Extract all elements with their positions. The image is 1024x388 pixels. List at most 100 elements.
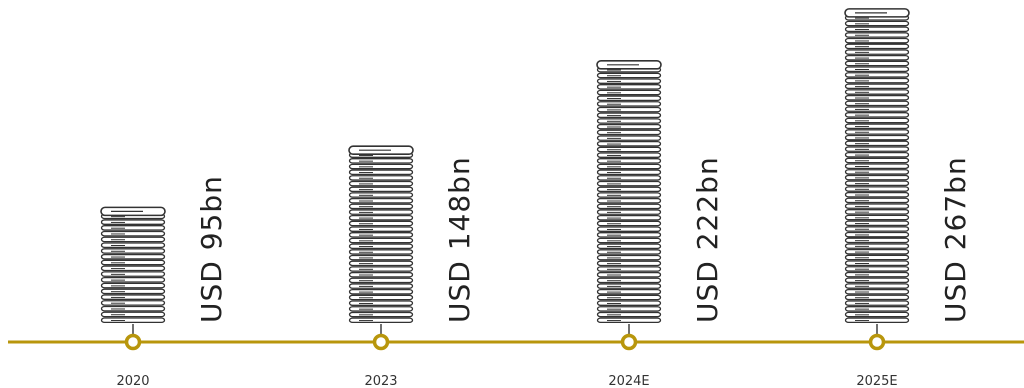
server-slot — [596, 288, 662, 295]
timeline-dot-icon — [620, 333, 638, 351]
server-slot — [596, 192, 662, 198]
server-slot — [100, 230, 166, 237]
server-slot — [844, 157, 910, 164]
server-slot — [596, 140, 662, 147]
data-label: USD 148bn — [443, 156, 476, 323]
server-slot — [596, 266, 662, 272]
server-slot — [844, 266, 910, 272]
server-slot — [844, 260, 910, 266]
server-slot — [100, 305, 166, 312]
server-slot — [348, 254, 414, 261]
server-slot — [596, 243, 662, 250]
server-slot — [596, 311, 662, 318]
server-slot — [348, 294, 414, 301]
server-slot — [100, 276, 166, 283]
server-slot — [844, 37, 910, 44]
server-slot — [844, 180, 910, 187]
server-slot — [844, 311, 910, 318]
server-slot — [844, 300, 910, 306]
server-slot — [348, 163, 414, 170]
server-slot — [100, 300, 166, 306]
server-slot — [844, 54, 910, 61]
server-slot — [596, 135, 662, 141]
server-slot — [596, 214, 662, 221]
server-slot — [596, 175, 662, 181]
server-slot — [844, 254, 910, 261]
tick-label: 2024E — [608, 374, 649, 388]
server-slot — [348, 260, 414, 267]
server-slot — [844, 306, 910, 312]
server-slot — [844, 231, 910, 238]
timeline-dot-icon — [868, 333, 886, 351]
server-slot — [348, 288, 414, 295]
server-slot — [844, 146, 910, 152]
server-slot — [844, 226, 910, 232]
server-slot — [844, 197, 910, 204]
server-slot — [844, 117, 910, 124]
server-slot — [348, 169, 414, 176]
timeline-dot-icon — [372, 333, 390, 351]
server-slot — [844, 283, 910, 289]
server-slot — [844, 169, 910, 175]
server-slot — [596, 237, 662, 244]
server-slot — [100, 265, 166, 272]
server-slot — [100, 236, 166, 243]
server-slot — [348, 311, 414, 318]
bar-2024E — [596, 60, 662, 351]
server-slot — [348, 277, 414, 284]
server-slot — [844, 94, 910, 101]
server-slot — [844, 220, 910, 227]
server-slot — [100, 225, 166, 231]
server-slot — [844, 140, 910, 147]
server-slot — [348, 220, 414, 227]
bar-2025E — [844, 8, 910, 351]
server-slot — [596, 300, 662, 306]
server-slot — [596, 78, 662, 84]
server-slot — [844, 288, 910, 295]
server-slot — [348, 209, 414, 215]
server-slot — [844, 237, 910, 244]
server-slot — [844, 271, 910, 278]
server-slot — [844, 20, 910, 27]
labels-layer: 2020 USD 95bn 2023 USD 148bn 2024E USD 222bn 2… — [116, 156, 972, 388]
data-label: USD 267bn — [939, 156, 972, 323]
server-slot — [100, 259, 166, 266]
server-slot — [596, 260, 662, 267]
server-slot — [348, 158, 414, 164]
server-slot — [348, 249, 414, 255]
server-slot — [100, 242, 166, 249]
server-slot — [844, 203, 910, 209]
server-slot — [844, 26, 910, 33]
server-slot — [348, 237, 414, 244]
server-slot — [844, 77, 910, 84]
server-slot — [596, 129, 662, 136]
server-slot — [844, 191, 910, 198]
server-slot — [100, 311, 166, 318]
server-slot — [596, 95, 662, 102]
server-slot — [100, 253, 166, 260]
server-slot — [844, 163, 910, 169]
server-slot — [844, 248, 910, 255]
server-slot — [596, 254, 662, 261]
server-slot — [596, 294, 662, 301]
bars-layer — [100, 8, 910, 351]
data-label: USD 222bn — [691, 156, 724, 323]
server-slot — [100, 271, 166, 277]
server-slot — [596, 220, 662, 227]
server-slot — [844, 72, 910, 78]
server-slot — [348, 283, 414, 289]
server-slot — [596, 152, 662, 158]
server-slot — [100, 288, 166, 295]
tick-label: 2020 — [116, 374, 149, 388]
server-slot — [596, 209, 662, 215]
server-slot — [348, 271, 414, 278]
server-slot — [844, 129, 910, 135]
data-label: USD 95bn — [195, 175, 228, 323]
server-slot — [348, 226, 414, 232]
server-slot — [596, 249, 662, 255]
server-slot — [348, 180, 414, 187]
server-slot — [844, 89, 910, 95]
server-slot — [596, 271, 662, 278]
server-slot — [348, 175, 414, 181]
